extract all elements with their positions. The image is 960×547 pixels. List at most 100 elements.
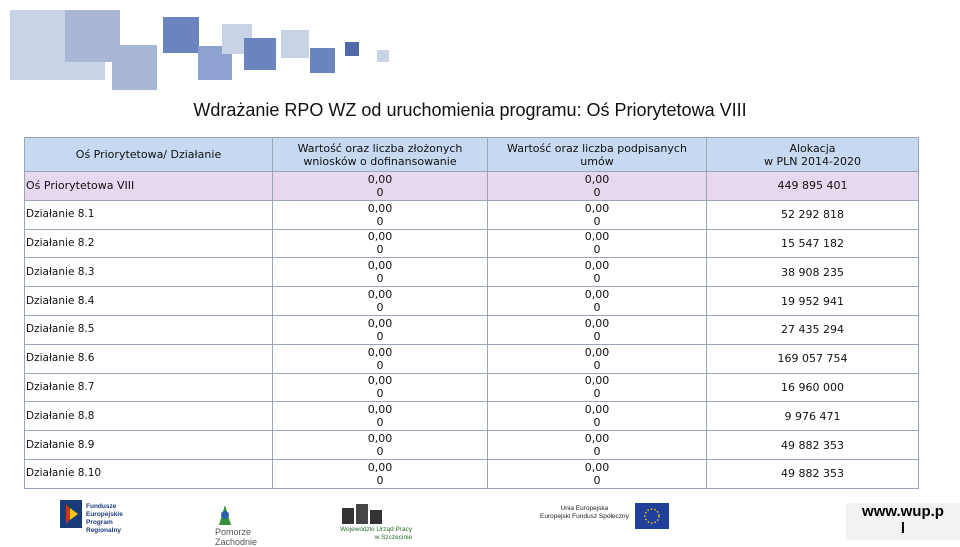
value-cell: 0,00 0 [272,401,488,432]
cell-text: 0 [376,445,384,459]
cell-text: 0,00 [584,201,610,215]
website: www.wup.p l [846,503,960,540]
value-cell: 0,00 0 [272,458,488,489]
website-line: www.wup.p [862,503,944,520]
cell-text: 0 [376,387,384,401]
cell-text: 0 [593,358,601,372]
allocation-cell: 449 895 401 [706,171,919,201]
table-row: Działanie 8.10 0,00 0 0,00 0 49 882 353 [24,458,919,489]
value-cell: 0,00 0 [272,314,488,345]
value-cell: 0,00 0 [487,430,707,460]
header-text: Wartość oraz liczba złożonych [297,141,463,155]
cell-text: 0,00 [367,288,393,302]
cell-text: 0,00 [367,316,393,330]
table-row: Działanie 8.5 0,00 0 0,00 0 27 435 294 [24,314,919,345]
allocation-cell: 16 960 000 [706,372,919,403]
row-label: Działanie 8.4 [24,286,273,316]
header-text: wniosków o dofinansowanie [303,154,457,168]
value-cell: 0,00 0 [487,372,707,403]
table-row: Działanie 8.4 0,00 0 0,00 0 19 952 941 [24,286,919,316]
cell-text: 0,00 [367,201,393,215]
logo-line: Program Regionalny [86,519,122,534]
cell-text: 0 [593,416,601,430]
header-row: Oś Priorytetowa/ Działanie Wartość oraz l… [24,137,919,172]
table-body: Oś Priorytetowa VIII 0,00 0 0,00 0 449 895 40… [24,171,919,489]
allocation-cell: 19 952 941 [706,286,919,316]
cell-text: 0,00 [584,345,610,359]
cell-text: 0,00 [584,230,610,244]
cell-text: 0,00 [367,432,393,446]
logo-icon [60,500,82,528]
cell-text: 0,00 [584,374,610,388]
cell-text: 0,00 [367,374,393,388]
cell-text: 0 [376,214,384,228]
value-cell: 0,00 0 [272,372,488,403]
cell-text: 0 [593,473,601,487]
eu-flag [634,503,669,529]
decor [310,48,335,73]
table-row: Oś Priorytetowa VIII 0,00 0 0,00 0 449 895 40… [24,171,919,201]
decor [377,50,389,62]
decor [345,42,359,56]
logo-icon [219,505,231,525]
logo-text: Fundusze Europejskie Program Regionalny [60,500,124,535]
row-label: Działanie 8.9 [24,430,273,460]
cell-text: 0 [593,185,601,199]
value-cell: 0,00 0 [272,228,488,259]
row-label: Działanie 8.5 [24,314,273,345]
logo-line: Pomorze [215,527,252,537]
logo: Unia Europejska Europejski Fundusz Społec… [540,503,669,532]
decor [281,30,309,58]
allocation-cell: 52 292 818 [706,199,919,230]
table-row: Działanie 8.6 0,00 0 0,00 0 169 057 754 [24,343,919,374]
decor [65,10,120,62]
cell-text: 0 [593,329,601,343]
cell-text: 0 [376,358,384,372]
decor [112,45,157,90]
row-label: Działanie 8.10 [24,458,273,489]
allocation-cell: 15 547 182 [706,228,919,259]
value-cell: 0,00 0 [487,286,707,316]
cell-text: 0,00 [367,403,393,417]
allocation-cell: 38 908 235 [706,257,919,288]
cell-text: 0 [593,445,601,459]
cell-text: 0,00 [584,259,610,273]
cell-text: 0,00 [367,172,393,186]
cell-text: 0,00 [584,288,610,302]
cell-text: 0,00 [367,230,393,244]
row-label: Działanie 8.8 [24,401,273,432]
row-label: Działanie 8.6 [24,343,273,374]
logo-icon [342,504,382,524]
logo-line: w Szczecinie [374,534,413,541]
cell-text: 0 [593,243,601,257]
cell-text: 0,00 [584,460,610,474]
allocation-cell: 27 435 294 [706,314,919,345]
cell-text: 0,00 [584,172,610,186]
logo-line: Europejskie [86,511,123,518]
cell-text: 0 [376,272,384,286]
cell-text: 0 [376,473,384,487]
value-cell: 0,00 0 [272,343,488,374]
cell-text: 0 [593,214,601,228]
value-cell: 0,00 0 [272,171,488,201]
value-cell: 0,00 0 [487,199,707,230]
logo: Fundusze Europejskie Program Regionalny [60,500,124,535]
table-row: Działanie 8.2 0,00 0 0,00 0 15 547 182 [24,228,919,259]
value-cell: 0,00 0 [487,314,707,345]
header-cell: Alokacja w PLN 2014-2020 [706,137,919,172]
logo: Pomorze Zachodnie [215,503,257,547]
value-cell: 0,00 0 [487,458,707,489]
row-label: Oś Priorytetowa VIII [24,171,273,201]
allocation-cell: 49 882 353 [706,430,919,460]
value-cell: 0,00 0 [487,171,707,201]
logo-line: Europejski Fundusz Społeczny [540,513,629,520]
logo-text: Unia Europejska Europejski Fundusz Społec… [540,503,629,521]
logo: Wojewódzki Urząd Pracy w Szczecinie [340,500,412,542]
allocation-cell: 169 057 754 [706,343,919,374]
table-row: Działanie 8.1 0,00 0 0,00 0 52 292 818 [24,199,919,230]
cell-text: 0 [593,272,601,286]
cell-text: 0 [376,416,384,430]
cell-text: 0,00 [584,316,610,330]
logo-text: Wojewódzki Urząd Pracy w Szczecinie [340,500,412,542]
cell-text: 0 [376,243,384,257]
